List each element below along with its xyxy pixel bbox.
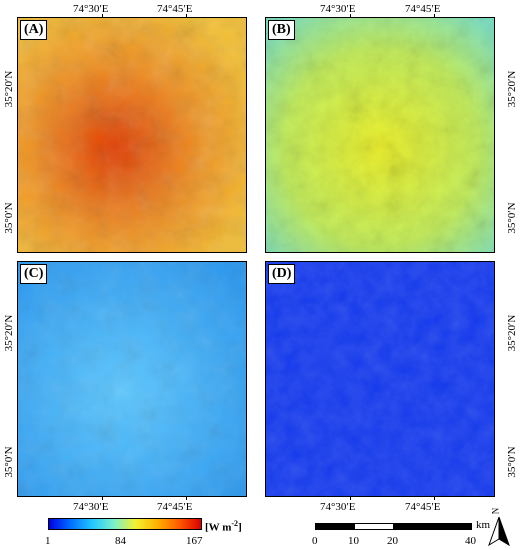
- lon-label-bottom-d1: 74°30′E: [320, 501, 356, 513]
- lat-label-left-c1: 35°20′N: [3, 314, 15, 352]
- lon-label-bottom-d2: 74°45′E: [405, 501, 441, 513]
- colorbar-unit-sup: -2: [231, 519, 239, 528]
- lat-label-right-b2: 35°0′N: [506, 202, 518, 234]
- lat-label-right-d1: 35°20′N: [506, 314, 518, 352]
- tick-mark: [434, 14, 435, 17]
- lon-label-top-a2: 74°45′E: [157, 3, 193, 15]
- lat-label-right-d2: 35°0′N: [506, 446, 518, 478]
- panel-label-b: (B): [268, 20, 295, 40]
- terrain-raster-c: [18, 262, 246, 496]
- tick-mark: [102, 14, 103, 17]
- panel-label-a: (A): [20, 20, 48, 40]
- tick-mark: [350, 497, 351, 500]
- colorbar-tick-min: 1: [45, 535, 51, 547]
- lon-label-top-b2: 74°45′E: [405, 3, 441, 15]
- lat-label-left-a1: 35°20′N: [3, 70, 15, 108]
- lat-label-right-b1: 35°20′N: [506, 70, 518, 108]
- scale-bar-segment: [315, 523, 355, 530]
- colorbar-unit-end: ]: [238, 521, 242, 534]
- scale-tick-0: 0: [312, 535, 318, 547]
- tick-mark: [434, 497, 435, 500]
- tick-mark: [102, 497, 103, 500]
- map-panel-b: (B): [265, 17, 495, 253]
- lon-label-top-b1: 74°30′E: [320, 3, 356, 15]
- lon-label-top-a1: 74°30′E: [73, 3, 109, 15]
- radiation-colorbar: [48, 518, 202, 530]
- panel-label-d: (D): [268, 264, 296, 284]
- terrain-raster-b: [266, 18, 494, 252]
- scale-bar-unit: km: [476, 519, 491, 531]
- tick-mark: [350, 14, 351, 17]
- scale-tick-20: 20: [387, 535, 398, 547]
- map-panel-c: (C): [17, 261, 247, 497]
- terrain-raster-a: [18, 18, 246, 252]
- scale-tick-40: 40: [465, 535, 476, 547]
- panel-label-c: (C): [20, 264, 48, 284]
- north-arrow-icon: [488, 516, 510, 547]
- lat-label-left-c2: 35°0′N: [3, 446, 15, 478]
- tick-mark: [186, 497, 187, 500]
- scale-bar: [315, 523, 472, 530]
- lat-label-left-a2: 35°0′N: [3, 202, 15, 234]
- lon-label-bottom-c1: 74°30′E: [73, 501, 109, 513]
- scale-bar-segment: [354, 523, 394, 530]
- colorbar-unit-main: [W m: [205, 521, 232, 534]
- map-panel-a: (A): [17, 17, 247, 253]
- north-arrow: N: [485, 505, 513, 549]
- lon-label-bottom-c2: 74°45′E: [157, 501, 193, 513]
- scale-tick-10: 10: [348, 535, 359, 547]
- terrain-raster-d: [266, 262, 494, 496]
- colorbar-unit: [W m-2]: [205, 518, 242, 534]
- colorbar-tick-mid: 84: [115, 535, 126, 547]
- map-panel-d: (D): [265, 261, 495, 497]
- tick-mark: [186, 14, 187, 17]
- scale-bar-segment: [393, 523, 472, 530]
- colorbar-tick-max: 167: [186, 535, 203, 547]
